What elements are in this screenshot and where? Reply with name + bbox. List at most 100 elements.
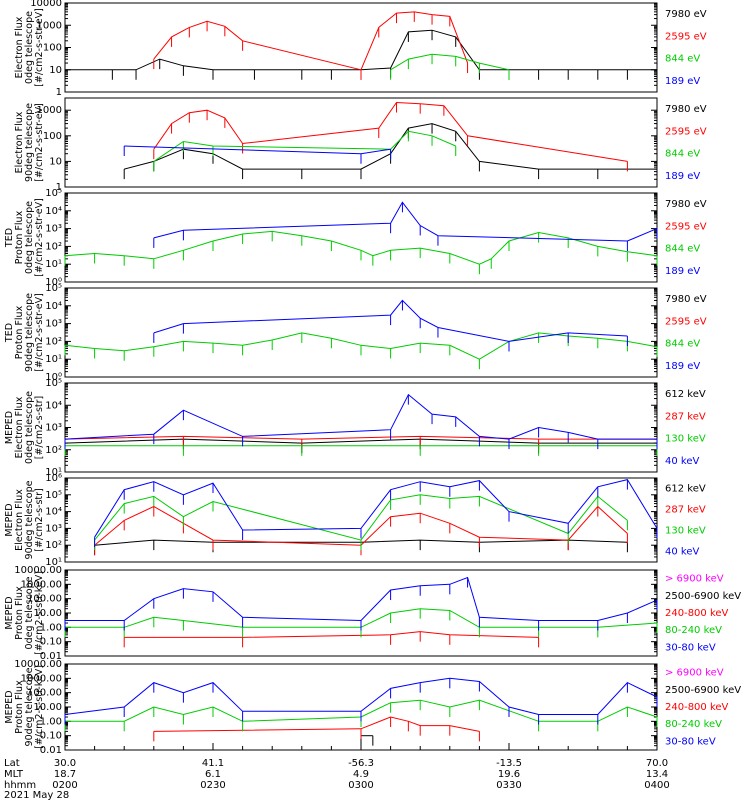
series-line-4 bbox=[153, 201, 658, 242]
legend-entry: 130 keV bbox=[665, 526, 706, 537]
y-tick-label: 10¹ bbox=[45, 259, 62, 270]
y-tick-label: 10² bbox=[45, 336, 62, 347]
legend-entry: 40 keV bbox=[665, 456, 699, 467]
x-date-label: 2021 May 28 bbox=[4, 790, 69, 800]
y-axis-title-line: 90deg telescope bbox=[24, 103, 35, 182]
legend-entry: 2500-6900 keV bbox=[665, 685, 741, 696]
y-tick-label: 10⁵ bbox=[45, 283, 62, 294]
legend-entry: 130 keV bbox=[665, 434, 706, 445]
y-axis-title-line: [#/cm2-s-str-eV] bbox=[34, 8, 45, 87]
y-tick-label: 1000 bbox=[37, 20, 62, 31]
y-tick-label: 10⁶ bbox=[45, 473, 62, 484]
y-tick-label: 0.01 bbox=[40, 745, 62, 756]
legend-entry: > 6900 keV bbox=[665, 574, 724, 585]
legend-entry: 844 eV bbox=[665, 54, 700, 65]
y-axis-title-line: MEPED bbox=[4, 690, 15, 723]
series-line-1 bbox=[64, 438, 657, 444]
x-row-value: 18.7 bbox=[54, 769, 76, 780]
series-line-3 bbox=[153, 716, 480, 732]
y-tick-label: 100.00 bbox=[27, 594, 62, 605]
legend-entry: 240-800 keV bbox=[665, 608, 729, 619]
legend-entry: 2500-6900 keV bbox=[665, 591, 741, 602]
y-tick-label: 10⁵ bbox=[45, 188, 62, 199]
legend-entry: 7980 eV bbox=[665, 199, 707, 210]
legend-entry: 189 eV bbox=[665, 76, 700, 87]
legend-entry: 189 eV bbox=[665, 171, 700, 182]
y-tick-label: 1 bbox=[56, 87, 62, 98]
x-row-value: -13.5 bbox=[496, 758, 522, 769]
y-tick-label: 1.00 bbox=[40, 622, 62, 633]
y-axis-title-line: 0deg telescope bbox=[24, 391, 35, 464]
panel-1: 10000 1000 100 10 1 Electron Flux 0deg telesco… bbox=[14, 0, 707, 98]
series-line-2 bbox=[64, 435, 657, 440]
legend-entry: 80-240 keV bbox=[665, 625, 722, 636]
y-tick-label: 10² bbox=[45, 241, 62, 252]
y-tick-label: 10¹ bbox=[45, 557, 62, 568]
y-tick-label: 1.00 bbox=[40, 716, 62, 727]
series-line-3 bbox=[390, 53, 510, 71]
y-axis-title-line: MEPED bbox=[4, 596, 15, 629]
legend-entry: 7980 eV bbox=[665, 104, 707, 115]
panel-6: 10⁶ 10⁵ 10⁴ 10³ 10² 10¹ MEPED Electron Flux 90de… bbox=[4, 473, 706, 568]
y-tick-label: 1000.00 bbox=[21, 673, 62, 684]
y-axis-title-line: [#/cm2-s-str-keV] bbox=[34, 665, 45, 749]
y-tick-label: 10⁴ bbox=[45, 507, 62, 518]
x-row-value: 0200 bbox=[52, 780, 77, 791]
y-axis-title-line: Electron Flux bbox=[14, 111, 25, 173]
y-tick-label: 10⁵ bbox=[45, 378, 62, 389]
panel-5: 10⁵ 10⁴ 10³ 10² 10¹ MEPED Electron Flux 0deg te… bbox=[4, 378, 706, 478]
x-row-label: Lat bbox=[4, 758, 20, 769]
x-row-value: 13.4 bbox=[646, 769, 668, 780]
y-axis-title-line: [#/cm2-s-str-keV] bbox=[34, 571, 45, 655]
y-tick-label: 10000 bbox=[30, 0, 62, 9]
y-tick-label: 100 bbox=[43, 43, 62, 54]
legend-entry: 287 keV bbox=[665, 411, 706, 422]
legend-entry: 2595 eV bbox=[665, 126, 707, 137]
y-tick-label: 10² bbox=[45, 540, 62, 551]
y-tick-label: 10⁰ bbox=[45, 277, 62, 288]
y-axis-title-line: [#/cm2-s-str] bbox=[34, 396, 45, 459]
x-row-value: 19.6 bbox=[498, 769, 520, 780]
series-line-3 bbox=[124, 631, 539, 638]
panel-4: 10⁵ 10⁴ 10³ 10² 10¹ 10⁰ TED Proton Flux 90deg te… bbox=[4, 283, 707, 383]
y-tick-label: 10² bbox=[45, 445, 62, 456]
legend-entry: 2595 eV bbox=[665, 316, 707, 327]
x-row-value: 30.0 bbox=[54, 758, 76, 769]
legend-entry: 612 keV bbox=[665, 389, 706, 400]
y-tick-label: 10⁵ bbox=[45, 490, 62, 501]
series-line-1 bbox=[94, 539, 628, 546]
y-tick-label: 10¹ bbox=[45, 467, 62, 478]
y-axis-title-line: MEPED bbox=[4, 411, 15, 444]
legend-entry: 189 eV bbox=[665, 266, 700, 277]
y-axis-title-line: TED bbox=[4, 228, 15, 248]
y-tick-label: 0.10 bbox=[40, 731, 62, 742]
y-tick-label: 10000.00 bbox=[14, 659, 62, 670]
panel-frame bbox=[64, 382, 658, 473]
x-row-value: 41.1 bbox=[202, 758, 224, 769]
y-axis-title-line: 0deg telescope bbox=[24, 576, 35, 649]
series-line-4 bbox=[64, 393, 657, 440]
series-line-3 bbox=[64, 230, 658, 265]
legend-entry: 40 keV bbox=[665, 547, 699, 558]
legend-entry: 189 eV bbox=[665, 361, 700, 372]
legend-entry: 30-80 keV bbox=[665, 736, 716, 747]
y-tick-label: 10⁰ bbox=[45, 372, 62, 383]
legend-entry: 2595 eV bbox=[665, 221, 707, 232]
legend-entry: 240-800 keV bbox=[665, 702, 729, 713]
y-axis-title-line: 0deg telescope bbox=[24, 201, 35, 274]
y-axis-title-line: [#/cm2-s-str-eV] bbox=[34, 198, 45, 277]
series-line-4 bbox=[94, 479, 658, 538]
panel-frame bbox=[64, 97, 658, 188]
y-axis-title-line: 90deg telescope bbox=[24, 293, 35, 372]
y-axis-title-line: MEPED bbox=[4, 503, 15, 536]
y-tick-label: 10⁴ bbox=[45, 206, 62, 217]
y-axis-title-line: 0deg telescope bbox=[24, 11, 35, 84]
y-tick-label: 10⁴ bbox=[45, 301, 62, 312]
y-axis-title-line: [#/cm2-s-str-eV] bbox=[34, 103, 45, 182]
x-row-value: 70.0 bbox=[646, 758, 668, 769]
y-axis-title-line: Proton Flux bbox=[14, 586, 25, 640]
y-axis-title-line: [#/cm2-s-str] bbox=[34, 488, 45, 551]
y-axis-title-line: 90deg telescope bbox=[24, 480, 35, 559]
y-tick-label: 0.10 bbox=[40, 637, 62, 648]
y-tick-label: 10000.00 bbox=[14, 565, 62, 576]
